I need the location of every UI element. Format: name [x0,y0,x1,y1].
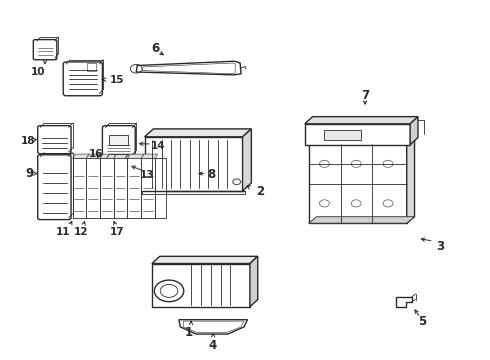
Polygon shape [114,154,130,158]
Text: 7: 7 [361,89,369,102]
Text: 15: 15 [109,75,124,85]
Polygon shape [152,256,258,264]
FancyBboxPatch shape [105,157,127,170]
Text: 6: 6 [152,42,160,55]
Text: 11: 11 [55,227,70,237]
Bar [86,158,100,218]
Polygon shape [136,61,241,75]
Polygon shape [183,321,244,333]
Polygon shape [142,63,235,74]
FancyBboxPatch shape [63,62,102,96]
FancyBboxPatch shape [38,155,71,220]
Bar [100,158,114,218]
Text: 9: 9 [25,167,33,180]
Bar [324,130,361,140]
Polygon shape [100,154,117,158]
FancyBboxPatch shape [33,40,57,60]
Text: 8: 8 [208,168,216,181]
Polygon shape [407,138,415,223]
Polygon shape [127,154,144,158]
Bar [141,158,155,218]
Polygon shape [305,124,410,145]
Text: 14: 14 [150,141,165,151]
Bar [152,264,250,307]
Bar [145,137,243,191]
Bar [73,158,86,218]
Polygon shape [141,154,158,158]
Polygon shape [86,154,103,158]
Text: 16: 16 [89,149,103,159]
Polygon shape [243,129,251,191]
FancyBboxPatch shape [102,126,135,157]
FancyBboxPatch shape [38,126,71,154]
Polygon shape [305,117,418,124]
Text: 4: 4 [208,339,216,352]
Bar [127,158,141,218]
Text: 3: 3 [436,240,444,253]
Text: 18: 18 [21,136,36,146]
Text: 5: 5 [418,315,426,328]
Bar [309,144,407,223]
Polygon shape [250,256,258,307]
Polygon shape [410,117,418,145]
Text: 1: 1 [185,327,193,339]
Bar [87,63,96,71]
Bar [155,158,166,218]
Polygon shape [145,129,251,137]
Polygon shape [396,297,412,307]
Bar [109,135,128,145]
Bar [114,158,127,218]
Text: 12: 12 [74,227,88,237]
Polygon shape [309,217,415,223]
Polygon shape [73,154,89,158]
Text: 2: 2 [256,185,264,198]
Text: 17: 17 [110,227,125,237]
Text: 10: 10 [31,67,46,77]
Text: 13: 13 [140,170,154,180]
Polygon shape [179,320,247,334]
